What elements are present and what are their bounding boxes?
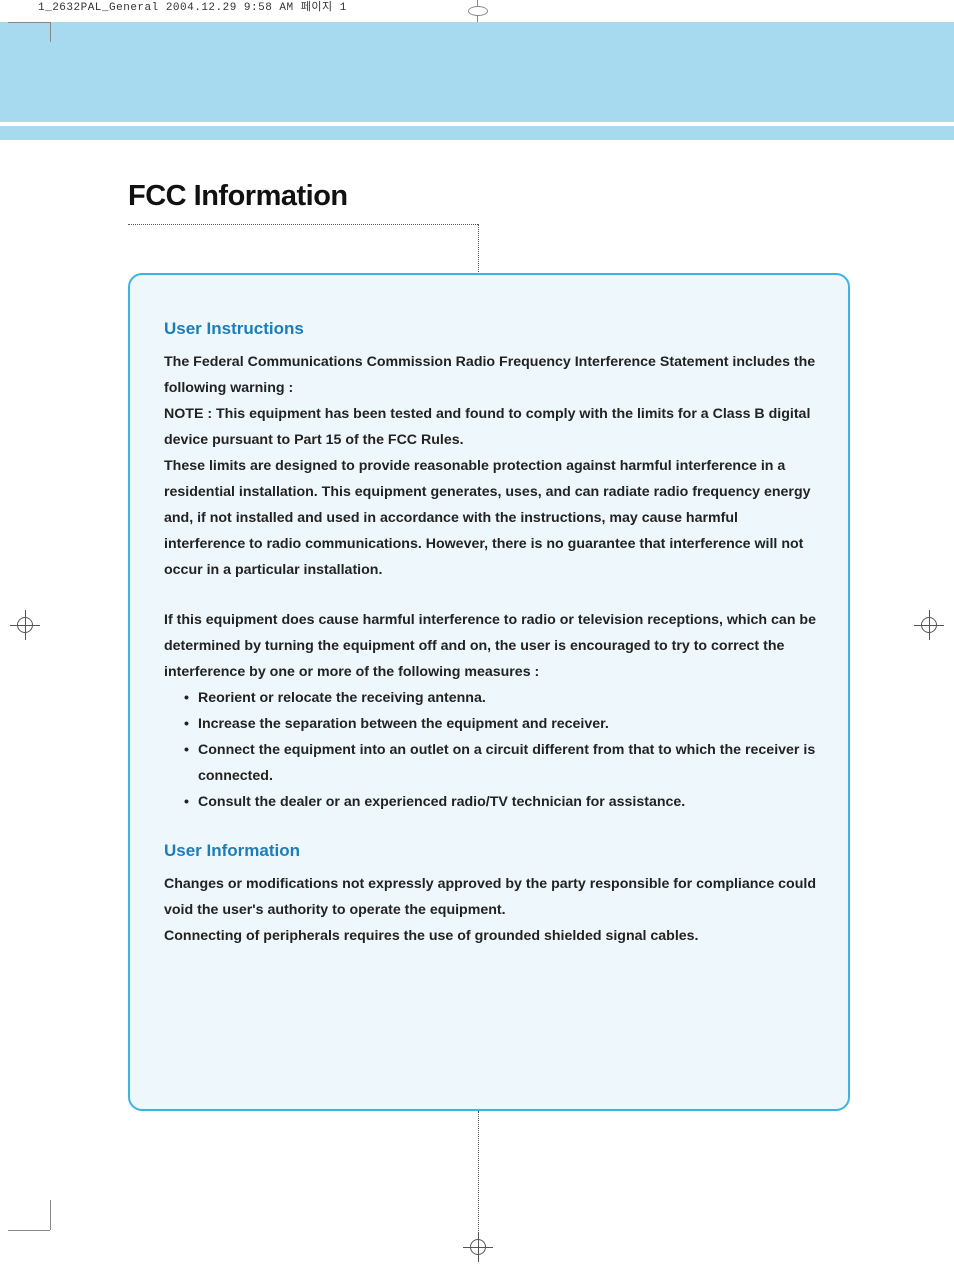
- body-paragraph: The Federal Communications Commission Ra…: [164, 349, 820, 401]
- content-panel: User Instructions The Federal Communicat…: [128, 273, 850, 1111]
- registration-mark-right: [914, 610, 944, 640]
- dotted-connector-top: [478, 224, 479, 274]
- list-item: Increase the separation between the equi…: [184, 711, 820, 737]
- list-item: Consult the dealer or an experienced rad…: [184, 789, 820, 815]
- top-registration-mark: [448, 0, 508, 22]
- body-paragraph: If this equipment does cause harmful int…: [164, 607, 820, 685]
- body-paragraph: These limits are designed to provide rea…: [164, 453, 820, 583]
- section-heading-user-information: User Information: [164, 841, 820, 861]
- list-item: Connect the equipment into an outlet on …: [184, 737, 820, 789]
- bullet-list: Reorient or relocate the receiving anten…: [164, 685, 820, 815]
- crop-mark-bl: [8, 1200, 48, 1240]
- crop-mark-tl: [8, 8, 48, 48]
- section-heading-user-instructions: User Instructions: [164, 319, 820, 339]
- page-title: FCC Information: [128, 180, 348, 213]
- header-band-accent: [0, 126, 954, 140]
- header-band-main: [0, 22, 954, 122]
- list-item: Reorient or relocate the receiving anten…: [184, 685, 820, 711]
- dotted-connector-bottom: [478, 1111, 479, 1233]
- registration-mark-bottom: [463, 1232, 493, 1262]
- body-paragraph: NOTE : This equipment has been tested an…: [164, 401, 820, 453]
- registration-mark-left: [10, 610, 40, 640]
- body-paragraph: Connecting of peripherals requires the u…: [164, 923, 820, 949]
- body-paragraph: Changes or modifications not expressly a…: [164, 871, 820, 923]
- title-underline-dotted: [128, 224, 478, 225]
